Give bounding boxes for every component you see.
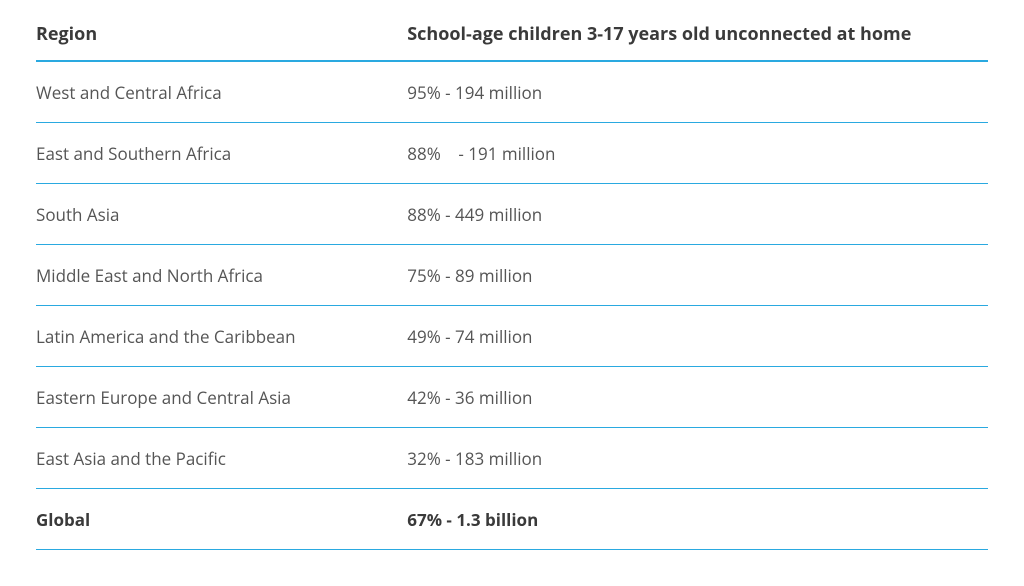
table-row: Latin America and the Caribbean 49% - 74… [36,306,988,367]
col-header-value: School-age children 3-17 years old uncon… [407,22,988,61]
table-row: South Asia 88% - 449 million [36,184,988,245]
cell-region: Latin America and the Caribbean [36,306,407,367]
col-header-region: Region [36,22,407,61]
table-row-total: Global 67% - 1.3 billion [36,489,988,550]
table-row: East and Southern Africa 88% - 191 milli… [36,123,988,184]
cell-value: 95% - 194 million [407,61,988,123]
cell-value-total: 67% - 1.3 billion [407,489,988,550]
connectivity-table: Region School-age children 3-17 years ol… [36,22,988,550]
cell-region: Eastern Europe and Central Asia [36,367,407,428]
cell-value: 32% - 183 million [407,428,988,489]
cell-region: South Asia [36,184,407,245]
cell-value: 49% - 74 million [407,306,988,367]
table-row: Middle East and North Africa 75% - 89 mi… [36,245,988,306]
table-header-row: Region School-age children 3-17 years ol… [36,22,988,61]
cell-region: East and Southern Africa [36,123,407,184]
cell-value: 88% - 449 million [407,184,988,245]
cell-region: Middle East and North Africa [36,245,407,306]
cell-value: 88% - 191 million [407,123,988,184]
cell-value: 75% - 89 million [407,245,988,306]
connectivity-table-container: Region School-age children 3-17 years ol… [0,0,1024,550]
cell-region: East Asia and the Pacific [36,428,407,489]
table-row: Eastern Europe and Central Asia 42% - 36… [36,367,988,428]
cell-value: 42% - 36 million [407,367,988,428]
table-row: West and Central Africa 95% - 194 millio… [36,61,988,123]
cell-region-total: Global [36,489,407,550]
cell-region: West and Central Africa [36,61,407,123]
table-row: East Asia and the Pacific 32% - 183 mill… [36,428,988,489]
